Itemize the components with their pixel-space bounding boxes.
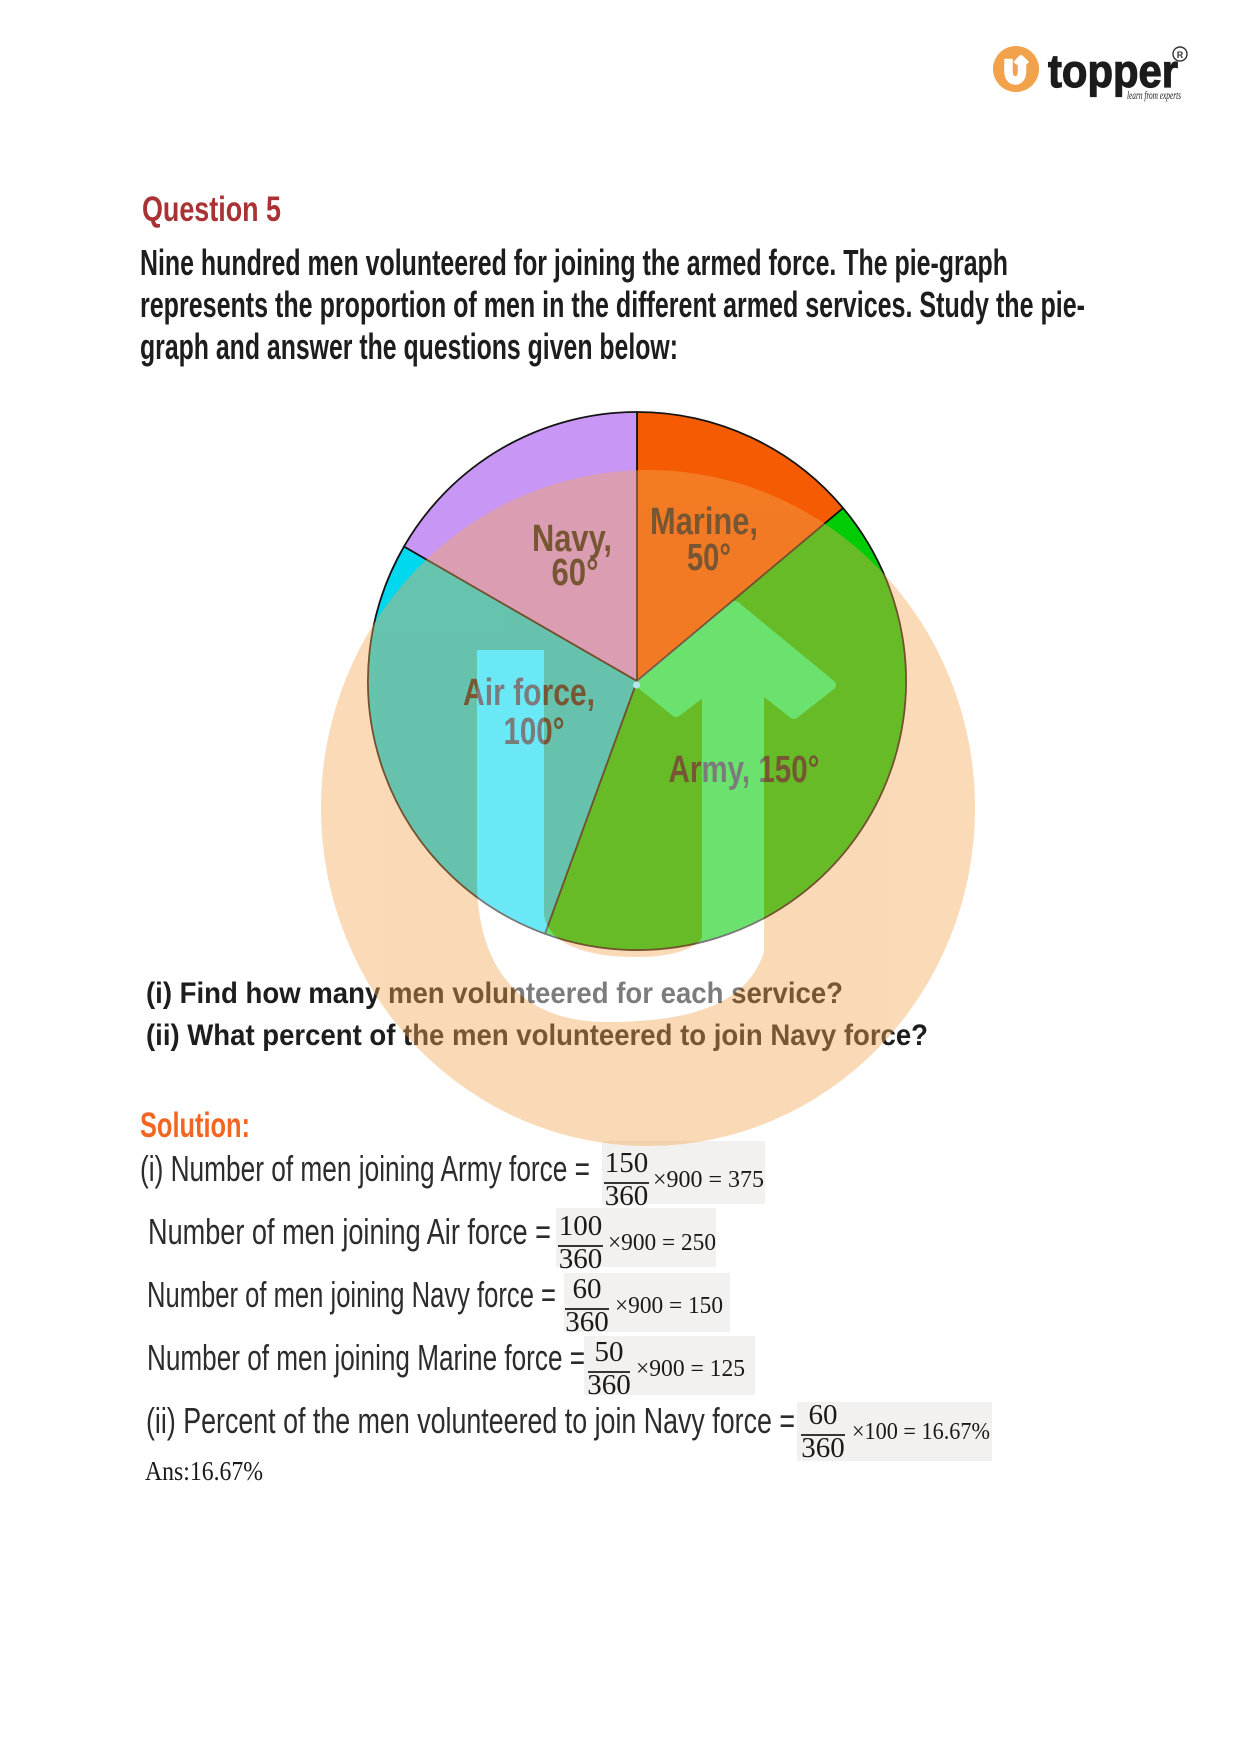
- svg-text:100: 100: [559, 1210, 603, 1242]
- svg-text:360: 360: [605, 1180, 649, 1212]
- svg-text:Ans:16.67%: Ans:16.67%: [145, 1456, 263, 1486]
- svg-text:×900 = 150: ×900 = 150: [615, 1292, 723, 1319]
- svg-text:50: 50: [595, 1336, 624, 1368]
- svg-text:Number of men joining Navy for: Number of men joining Navy force =: [147, 1274, 556, 1315]
- svg-text:R: R: [1177, 50, 1184, 60]
- svg-text:(i) Find how many men voluntee: (i) Find how many men volunteered for ea…: [146, 977, 843, 1010]
- svg-text:Marine,: Marine,: [650, 501, 758, 543]
- svg-text:×900 = 375: ×900 = 375: [653, 1166, 764, 1193]
- svg-text:learn from experts: learn from experts: [1127, 88, 1181, 102]
- svg-text:100°: 100°: [504, 711, 565, 753]
- svg-text:graph and answer the questions: graph and answer the questions given bel…: [140, 326, 678, 367]
- svg-text:360: 360: [801, 1432, 845, 1464]
- svg-text:360: 360: [559, 1243, 603, 1275]
- svg-text:360: 360: [565, 1306, 609, 1338]
- svg-text:×900 = 125: ×900 = 125: [636, 1355, 745, 1382]
- svg-text:60: 60: [573, 1273, 602, 1305]
- svg-text:(ii) Percent of the men volunt: (ii) Percent of the men volunteered to j…: [146, 1400, 795, 1441]
- svg-text:Solution:: Solution:: [140, 1106, 250, 1145]
- svg-text:represents the proportion of m: represents the proportion of men in the …: [140, 284, 1085, 325]
- svg-text:×900 = 250: ×900 = 250: [608, 1229, 716, 1256]
- svg-text:60: 60: [809, 1399, 838, 1431]
- svg-text:360: 360: [587, 1369, 631, 1401]
- svg-text:Number of men joining Air forc: Number of men joining Air force =: [148, 1211, 551, 1252]
- svg-text:50°: 50°: [687, 537, 731, 579]
- svg-text:(i) Number of men joining Army: (i) Number of men joining Army force =: [140, 1148, 590, 1189]
- svg-text:topper: topper: [1048, 45, 1178, 97]
- svg-text:Nine hundred men volunteered f: Nine hundred men volunteered for joining…: [140, 242, 1008, 283]
- svg-text:Navy,: Navy,: [532, 518, 612, 560]
- svg-text:Army, 150°: Army, 150°: [669, 749, 820, 791]
- svg-text:×100 = 16.67%: ×100 = 16.67%: [852, 1418, 990, 1445]
- svg-text:150: 150: [605, 1147, 649, 1179]
- svg-text:Air force,: Air force,: [463, 672, 595, 714]
- svg-text:(ii) What percent of the men v: (ii) What percent of the men volunteered…: [146, 1019, 928, 1052]
- svg-text:Number of men joining Marine f: Number of men joining Marine force =: [147, 1337, 585, 1378]
- svg-text:Question 5: Question 5: [142, 190, 281, 229]
- svg-text:60°: 60°: [552, 552, 599, 594]
